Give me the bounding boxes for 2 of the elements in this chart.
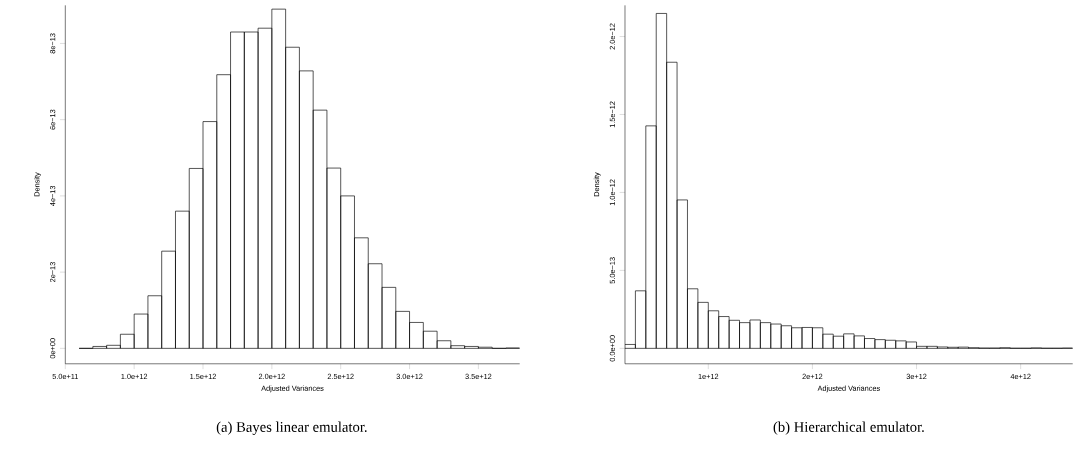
text: (b) Hierarchical emulator. [773,421,924,435]
text: (a) Bayes linear emulator. [216,421,367,435]
